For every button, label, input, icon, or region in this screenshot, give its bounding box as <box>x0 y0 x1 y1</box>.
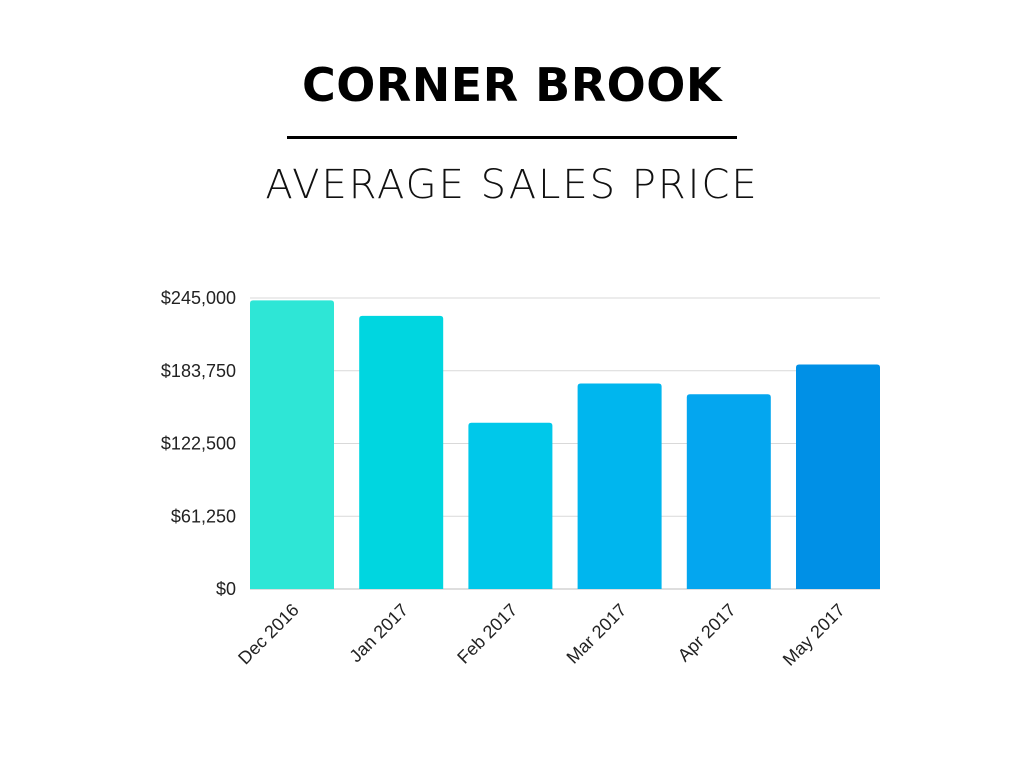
bar-feb-2017 <box>468 422 553 589</box>
grid-lines <box>250 297 880 590</box>
x-tick-label: Dec 2016 <box>234 600 303 669</box>
x-tick-label: Apr 2017 <box>674 600 740 666</box>
bar-mar-2017 <box>577 383 662 589</box>
bar-dec-2016 <box>250 300 334 589</box>
y-axis-tick-labels: $0 $61,250 $122,500 $183,750 $245,000 <box>161 288 236 599</box>
y-tick-label: $183,750 <box>161 361 236 381</box>
bar-apr-2017 <box>686 394 771 589</box>
y-tick-label: $0 <box>216 579 236 599</box>
x-tick-label: Feb 2017 <box>453 600 521 668</box>
y-tick-label: $61,250 <box>171 506 236 526</box>
title-divider <box>287 136 737 139</box>
bar-jan-2017 <box>359 315 444 589</box>
x-axis-tick-labels: Dec 2016 Jan 2017 Feb 2017 Mar 2017 Apr 2017… <box>234 600 849 670</box>
bars <box>250 300 880 589</box>
y-tick-label: $245,000 <box>161 288 236 308</box>
bar-may-2017 <box>796 364 880 589</box>
x-tick-label: Jan 2017 <box>346 600 413 667</box>
chart-subtitle: AVERAGE SALES PRICE <box>265 162 759 208</box>
y-tick-label: $122,500 <box>161 434 236 454</box>
x-tick-label: Mar 2017 <box>563 600 631 668</box>
chart-title: CORNER BROOK <box>302 58 722 112</box>
x-tick-label: May 2017 <box>779 600 849 670</box>
